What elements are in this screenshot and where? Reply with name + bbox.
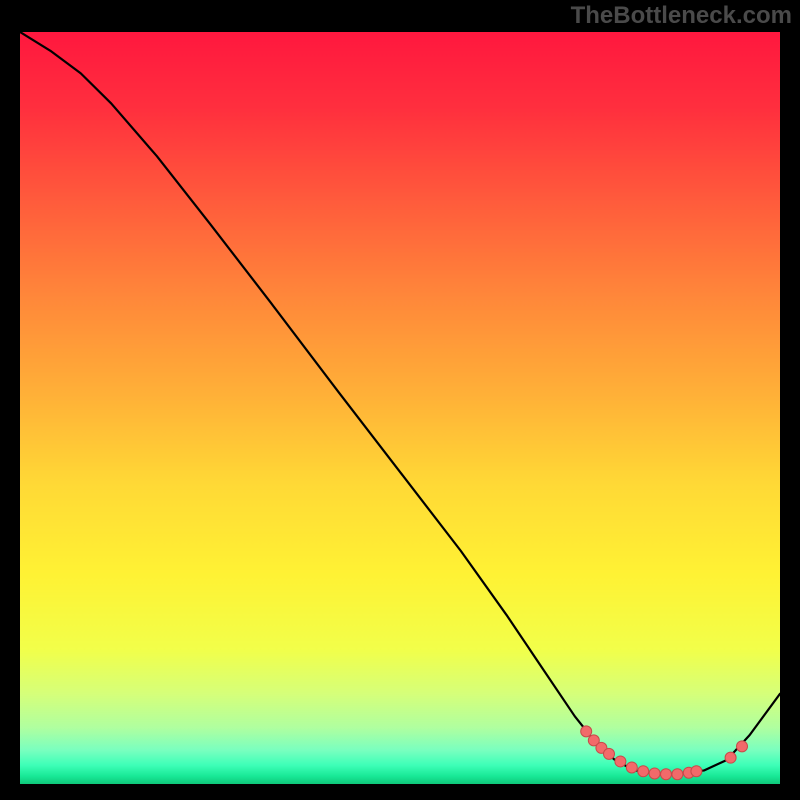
chart-plot-area [20, 32, 780, 784]
data-marker [604, 748, 615, 759]
data-marker [737, 741, 748, 752]
data-marker [725, 752, 736, 763]
data-marker [649, 768, 660, 779]
curve-overlay [20, 32, 780, 784]
data-marker [626, 762, 637, 773]
data-marker [615, 756, 626, 767]
bottleneck-curve [20, 32, 780, 774]
data-marker [581, 726, 592, 737]
data-marker [691, 766, 702, 777]
watermark-text: TheBottleneck.com [571, 2, 792, 30]
data-marker [661, 769, 672, 780]
data-marker [638, 766, 649, 777]
data-marker [672, 769, 683, 780]
